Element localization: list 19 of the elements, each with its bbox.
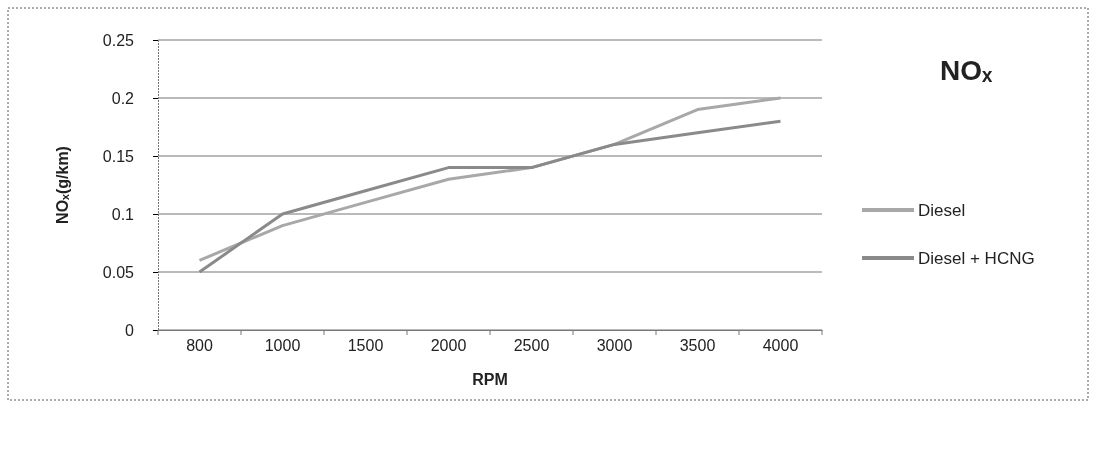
y-tick-label: 0.2: [111, 89, 135, 107]
x-tick-label: 4000: [762, 337, 799, 354]
x-tick-label: 1000: [264, 337, 301, 354]
y-tick-label: 0.25: [102, 31, 135, 49]
x-tick-label: 2500: [513, 337, 550, 354]
y-tick-label: 0.1: [111, 205, 135, 223]
x-tick-label: 3000: [596, 337, 633, 354]
x-tick-label: 3500: [679, 337, 716, 354]
y-axis-title: NOₓ(g/km): [54, 146, 71, 224]
legend-label: Diesel + HCNG: [918, 248, 1035, 268]
x-axis-title: RPM: [472, 371, 508, 388]
text: NOₓ: [940, 55, 993, 86]
legend-label: Diesel: [918, 200, 966, 220]
y-tick-label: 0.05: [102, 263, 135, 281]
y-tick-label: 0.15: [102, 147, 135, 165]
y-tick-label: 0: [125, 321, 135, 339]
x-tick-label: 800: [186, 337, 213, 354]
x-tick-label: 2000: [430, 337, 467, 354]
x-tick-label: 1500: [347, 337, 384, 354]
